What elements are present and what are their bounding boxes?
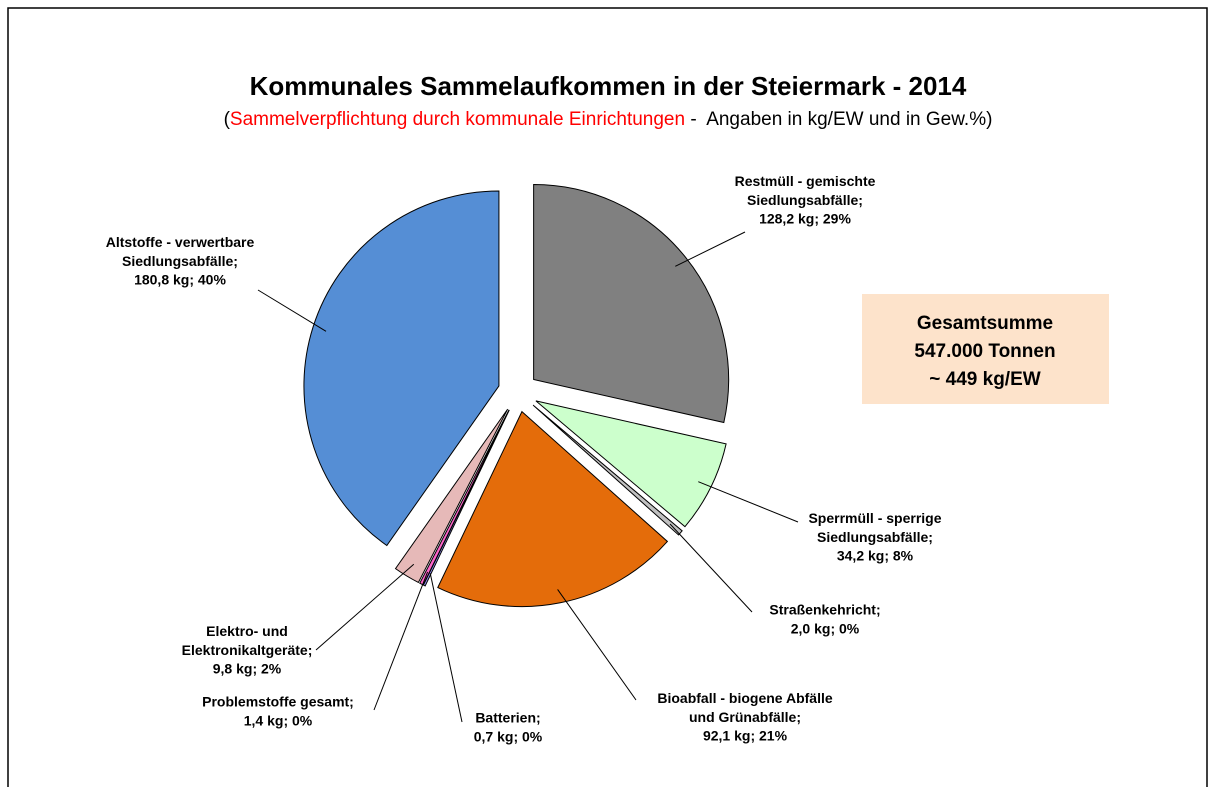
slice-label: Altstoffe - verwertbare Siedlungsabfälle; [106,234,255,269]
pie-slice [303,190,500,547]
leader-line [557,589,637,701]
annotation: Gesamtsumme [917,313,1053,334]
leader-line [315,563,415,651]
slice-label: Bioabfall - biogene Abfälle und Grünabfäl… [657,690,832,725]
pie-slice [535,400,727,528]
leader-line [675,231,746,267]
value-label: 2,0 kg; 0% [791,621,860,637]
slice-label: Elektro- und Elektronikaltgeräte; [182,623,313,658]
subtitle-part: - Angaben in kg/EW und in Gew.%) [685,109,992,130]
value-label: 34,2 kg; 8% [837,548,914,564]
subtitle-part: Sammelverpflichtung durch kommunale Einr… [230,109,685,130]
chart-frame [7,7,1208,787]
pie-slice [533,184,730,424]
chart-subtitle: (Sammelverpflichtung durch kommunale Ein… [224,109,993,130]
value-label: 92,1 kg; 21% [703,728,788,744]
slice-label: Straßenkehricht; [769,602,880,618]
pie-slice [419,409,510,586]
pie-slice [437,410,669,608]
leader-line [373,571,429,711]
pie-slice [532,404,683,536]
value-label: 9,8 kg; 2% [213,661,282,677]
slice-label: Restmüll - gemischte Siedlungsabfälle; [735,173,876,208]
slice-label: Batterien; [475,710,540,726]
leader-line [257,289,327,332]
value-label: 1,4 kg; 0% [244,713,313,729]
value-label: 180,8 kg; 40% [134,272,226,288]
value-label: 0,7 kg; 0% [474,729,543,745]
subtitle-part: ( [224,109,231,130]
slice-label: Sperrmüll - sperrige Siedlungsabfälle; [808,510,941,545]
chart-title: Kommunales Sammelaufkommen in der Steier… [250,71,967,101]
annotation: 547.000 Tonnen [914,341,1055,362]
leader-line [669,523,753,613]
value-label: 128,2 kg; 29% [759,211,851,227]
pie-slice [394,408,509,584]
leader-line [698,481,799,523]
annotation: ~ 449 kg/EW [929,369,1040,390]
slice-label: Problemstoffe gesamt; [202,694,354,710]
annotation-box [862,294,1109,404]
leader-line [429,573,463,723]
